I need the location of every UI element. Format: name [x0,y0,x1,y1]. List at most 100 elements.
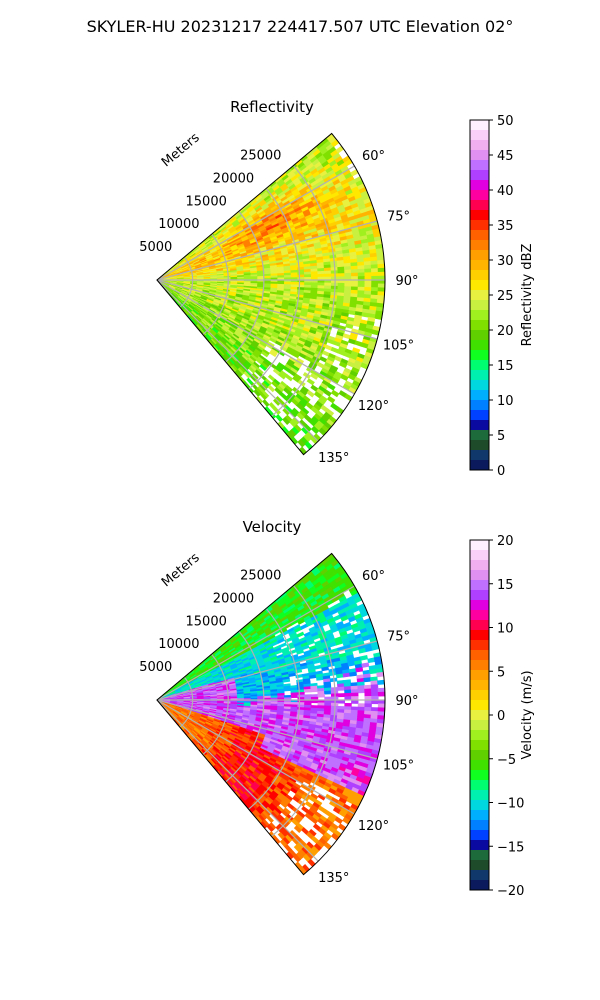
field-cell [275,414,284,423]
field-cell [377,707,386,713]
field-cell [310,274,319,278]
field-cell [323,389,332,397]
field-cell [337,693,346,698]
field-cell [324,690,332,695]
field-cell [377,679,385,685]
field-cell [283,687,292,692]
field-cell [337,686,345,691]
azimuth-tick-label: 90° [395,274,418,289]
field-cell [296,631,305,638]
azimuth-tick-label: 120° [358,399,389,414]
field-cell [370,268,379,273]
field-cell [370,264,379,270]
field-cell [342,333,351,340]
field-cell [317,693,325,698]
field-cell [259,363,267,371]
field-cell [364,684,372,690]
field-cell [357,688,366,694]
colorbar-tick-label: 50 [497,114,514,129]
field-cell [377,263,386,269]
field-cell [364,703,372,708]
field-cell [304,274,312,278]
field-cell [316,676,324,681]
reflectivity-radial-axis-label: Meters [159,130,203,170]
field-cell [370,287,379,292]
field-cell [337,282,346,287]
field-cell [314,664,322,670]
colorbar-tick-label: 15 [497,359,514,374]
colorbar-tick-label: 5 [497,429,505,444]
field-cell [279,642,288,648]
field-cell [357,272,366,277]
colorbar-tick-label: 40 [497,184,514,199]
field-cell [342,672,351,678]
velocity-title: Velocity [243,518,302,536]
field-cell [267,384,276,393]
field-cell [337,269,345,274]
field-cell [357,703,366,708]
colorbar-label: Reflectivity dBZ [520,244,535,347]
field-cell [374,314,383,320]
field-cell [377,703,386,709]
field-cell [310,372,319,380]
field-cell [344,692,352,698]
field-cell [344,282,352,288]
field-cell [297,274,305,278]
azimuth-tick-label: 135° [318,451,349,466]
reflectivity-grid [156,132,386,456]
figure-title: SKYLER-HU 20231217 224417.507 UTC Elevat… [87,17,514,36]
field-cell [359,655,369,661]
field-cell [377,691,386,697]
field-cell [348,310,357,316]
field-cell [355,667,364,673]
field-cell [364,692,372,697]
colorbar-tick-label: 35 [497,219,514,234]
field-cell [351,272,359,277]
reflectivity-azimuth-labels: 60°75°90°105°120°135° [318,149,418,466]
field-cell [327,383,336,391]
colorbar-tick-label: 10 [497,394,514,409]
range-tick-label: 25000 [240,149,281,164]
azimuth-spoke [156,279,319,442]
azimuth-tick-label: 105° [383,339,414,354]
field-cell [306,378,315,386]
range-ring [202,233,229,336]
range-tick-label: 15000 [186,194,227,209]
field-cell [326,395,336,404]
azimuth-spoke [156,279,378,340]
field-cell [377,267,386,273]
colorbar-bar [469,119,490,471]
field-cell [369,668,377,675]
field-cell [371,691,379,697]
field-cell [351,692,359,697]
field-cell [337,273,346,278]
field-cell [330,389,340,398]
field-cell [278,372,286,380]
field-cell [260,350,269,358]
field-cell [361,662,370,668]
field-cell [351,283,359,288]
range-tick-label: 10000 [158,217,199,232]
field-cell [363,677,372,683]
field-cell [350,269,359,274]
sector-frame [156,132,386,456]
colorbar-tick-label: 20 [497,324,514,339]
reflectivity-title: Reflectivity [230,98,314,116]
field-cell [370,684,379,690]
field-cell [361,312,370,318]
field-cell [335,673,344,679]
field-cell [297,694,305,698]
range-ring [271,165,336,417]
azimuth-spoke [156,220,378,281]
field-cell [285,374,294,382]
azimuth-spoke [156,165,355,281]
field-cell [370,707,379,712]
field-cell [282,416,291,425]
field-cell [370,688,379,693]
field-cell [310,694,319,698]
